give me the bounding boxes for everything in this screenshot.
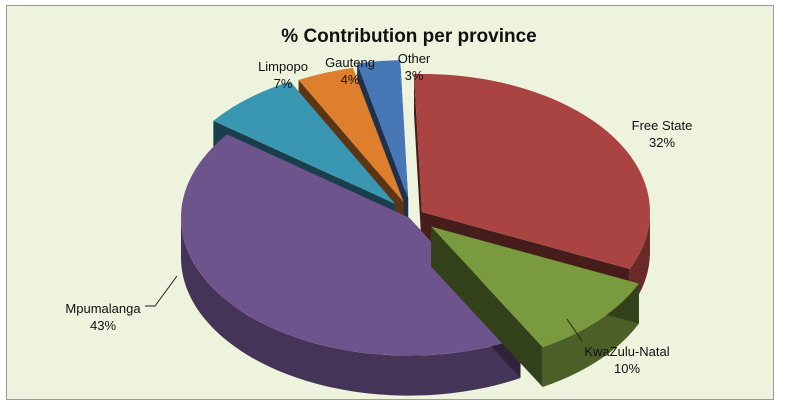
chart-title: % Contribution per province — [281, 26, 536, 47]
pie-slice-top-free-state — [414, 73, 650, 269]
leader-line-kwazulu-natal — [566, 318, 583, 342]
category-label-limpopo: Limpopo — [258, 59, 308, 74]
category-label-kwazulu-natal: KwaZulu-Natal — [584, 344, 669, 359]
pie-slice-top-limpopo — [213, 81, 396, 204]
value-label-mpumalanga: 43% — [90, 318, 116, 333]
category-label-gauteng: Gauteng — [325, 55, 375, 70]
pie-slice-side-mpumalanga — [180, 217, 521, 396]
value-label-other: 3% — [405, 68, 424, 83]
pie-slice-top-gauteng — [298, 67, 404, 203]
value-label-free-state: 32% — [649, 135, 675, 150]
value-label-limpopo: 7% — [274, 76, 293, 91]
pie-chart: % Contribution per province Free State 32… — [65, 26, 693, 396]
value-label-kwazulu-natal: 10% — [614, 361, 640, 376]
pie-slice-top-kwazulu-natal — [431, 226, 639, 348]
pie-slice-top-other — [357, 60, 409, 198]
category-label-other: Other — [398, 51, 431, 66]
category-label-free-state: Free State — [632, 118, 693, 133]
chart-frame: % Contribution per province Free State 32… — [6, 5, 774, 400]
value-label-gauteng: 4% — [341, 72, 360, 87]
pie-slice-edge-kwazulu-natal-end — [431, 226, 543, 388]
leader-line-mpumalanga — [145, 275, 178, 307]
category-label-mpumalanga: Mpumalanga — [65, 301, 141, 316]
pie-slice-top-mpumalanga — [180, 134, 521, 356]
pie-slice-kwazulu-natal — [431, 226, 639, 388]
pie-slice-edge-free-state-start — [414, 74, 422, 252]
